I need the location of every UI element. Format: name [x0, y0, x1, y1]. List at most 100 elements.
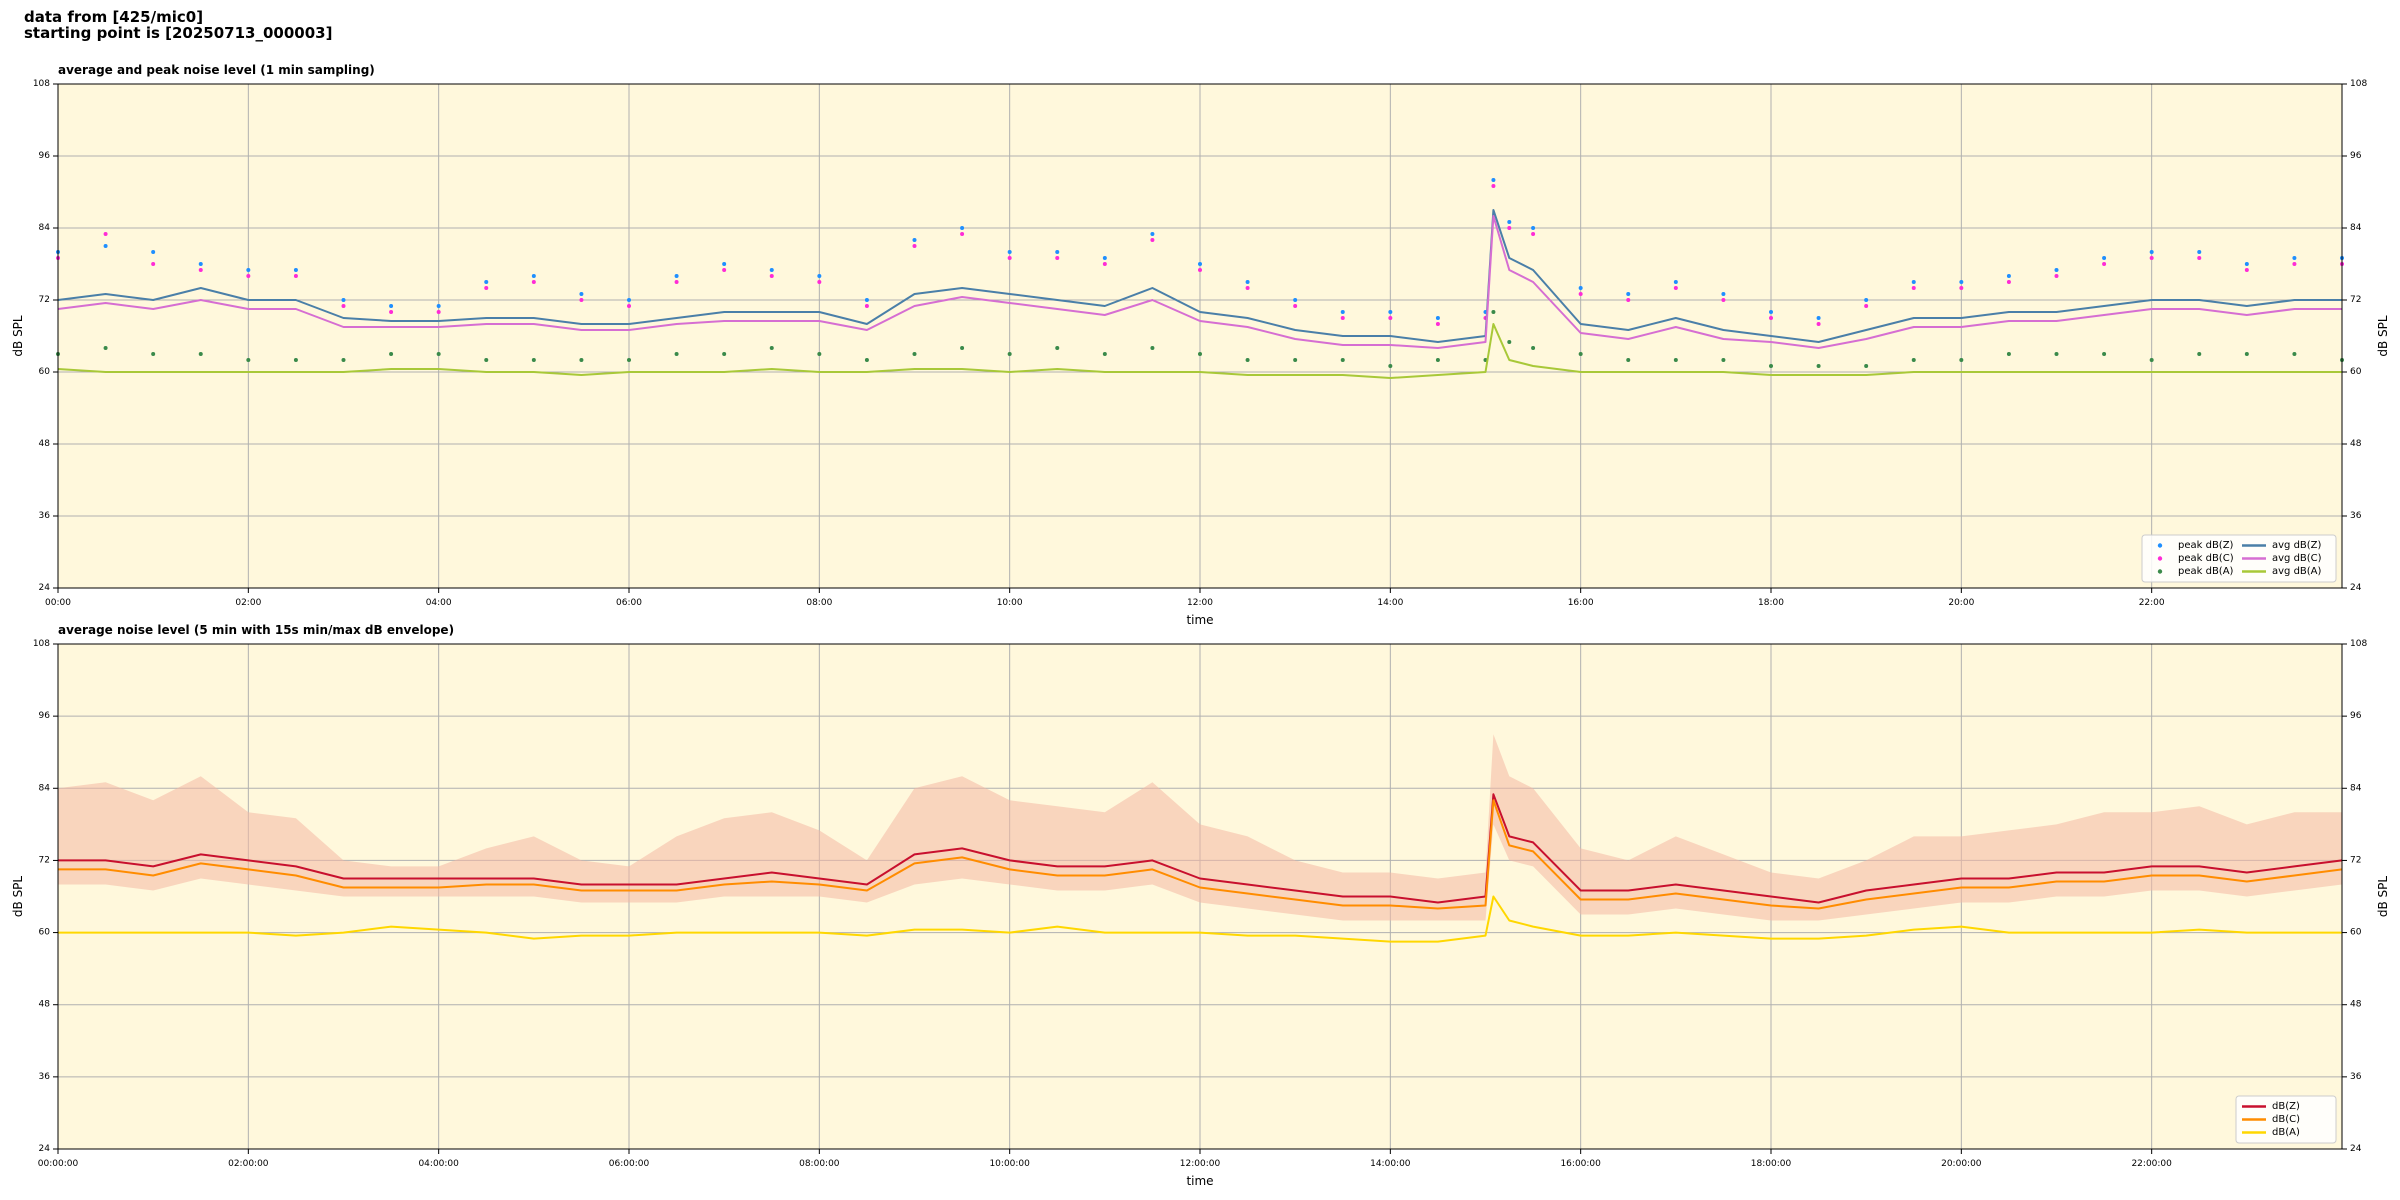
peak-marker — [1055, 250, 1060, 254]
peak-marker — [198, 352, 203, 356]
x-tick-label: 22:00:00 — [2131, 1159, 2172, 1169]
peak-marker — [1150, 346, 1155, 350]
legend-label: peak dB(Z) — [2178, 540, 2234, 551]
peak-marker — [674, 280, 679, 284]
peak-marker — [864, 358, 869, 362]
series-line — [58, 799, 2343, 910]
y-tick-label: 72 — [39, 295, 50, 305]
y-tick-label: 24 — [39, 1144, 51, 1154]
peak-marker — [1721, 358, 1726, 362]
peak-marker — [2197, 352, 2202, 356]
legend-label: dB(C) — [2272, 1114, 2300, 1125]
peak-marker — [2149, 358, 2154, 362]
y-tick-label: 84 — [39, 223, 51, 233]
y-tick-label: 36 — [39, 511, 51, 521]
legend-marker — [2157, 556, 2163, 561]
x-tick-label: 02:00 — [235, 598, 261, 608]
peak-marker — [1531, 226, 1536, 230]
x-tick-label: 10:00 — [997, 598, 1023, 608]
peak-marker — [1911, 280, 1916, 284]
series-line — [57, 323, 2342, 379]
peak-marker — [1340, 358, 1345, 362]
y-tick-label: 48 — [39, 1000, 51, 1010]
peak-marker — [722, 352, 727, 356]
peak-marker — [1721, 292, 1726, 296]
peak-marker — [627, 358, 631, 362]
peak-marker — [1626, 298, 1631, 302]
x-tick-label: 12:00 — [1187, 598, 1213, 608]
legend-box — [2141, 534, 2337, 583]
peak-marker — [1435, 322, 1440, 326]
peak-marker — [1293, 304, 1298, 308]
peak-marker — [817, 352, 822, 356]
peak-marker — [1959, 280, 1964, 284]
legend-label: avg dB(Z) — [2272, 540, 2322, 551]
peak-marker — [769, 274, 774, 278]
peak-marker — [341, 298, 346, 302]
y2-tick-label: 60 — [2350, 928, 2362, 938]
peak-marker — [1055, 346, 1060, 350]
x-tick-label: 08:00:00 — [799, 1159, 840, 1169]
peak-marker — [389, 304, 394, 308]
y-tick-label: 36 — [39, 1072, 51, 1082]
x-tick-label: 14:00:00 — [1370, 1159, 1411, 1169]
x-tick-label: 16:00 — [1568, 598, 1594, 608]
y2-tick-label: 96 — [2350, 711, 2362, 721]
y2-tick-label: 24 — [2350, 1144, 2362, 1154]
series-line — [58, 793, 2343, 904]
peak-marker — [103, 232, 108, 236]
peak-marker — [912, 238, 917, 242]
peak-marker — [1491, 178, 1496, 182]
peak-marker — [389, 310, 394, 314]
x-tick-label: 18:00:00 — [1751, 1159, 1792, 1169]
x-tick-label: 04:00:00 — [418, 1159, 459, 1169]
peak-marker — [1435, 358, 1440, 362]
peak-marker — [1959, 358, 1964, 362]
peak-marker — [769, 268, 774, 272]
x-tick-label: 10:00:00 — [989, 1159, 1030, 1169]
peak-marker — [2197, 256, 2202, 260]
legend-label: dB(Z) — [2272, 1101, 2300, 1112]
x-tick-label: 00:00:00 — [38, 1159, 79, 1169]
peak-marker — [531, 358, 536, 362]
plot-frame — [57, 83, 2343, 589]
peak-marker — [1673, 358, 1678, 362]
peak-marker — [2054, 274, 2059, 278]
y-tick-label: 60 — [39, 928, 51, 938]
peak-marker — [1245, 286, 1250, 290]
y2-tick-label: 36 — [2350, 1072, 2362, 1082]
peak-marker — [1102, 256, 1107, 260]
series-line — [58, 895, 2342, 943]
x-axis-label: time — [1186, 613, 1213, 627]
peak-marker — [627, 304, 631, 308]
peak-marker — [2006, 352, 2011, 356]
peak-marker — [722, 268, 727, 272]
peak-marker — [1507, 226, 1512, 230]
peak-marker — [1150, 238, 1155, 242]
peak-marker — [1435, 316, 1440, 320]
peak-marker — [293, 268, 298, 272]
y-tick-label: 96 — [39, 711, 51, 721]
x-tick-label: 20:00 — [1948, 598, 1974, 608]
header-line: starting point is [20250713_000003] — [24, 24, 332, 42]
peak-marker — [960, 346, 965, 350]
legend-label: peak dB(C) — [2178, 553, 2234, 564]
peak-marker — [1102, 262, 1107, 266]
peak-marker — [579, 358, 584, 362]
peak-marker — [1340, 316, 1345, 320]
peak-marker — [912, 244, 917, 248]
x-tick-label: 18:00 — [1758, 598, 1784, 608]
peak-marker — [1150, 232, 1155, 236]
legend-label: avg dB(C) — [2272, 553, 2322, 564]
peak-marker — [1198, 352, 1202, 356]
peak-marker — [1864, 298, 1869, 302]
peak-marker — [2292, 262, 2297, 266]
peak-marker — [627, 298, 631, 302]
y2-tick-label: 72 — [2350, 295, 2361, 305]
peak-marker — [389, 352, 394, 356]
peak-marker — [2244, 268, 2249, 272]
x-tick-label: 22:00 — [2139, 598, 2165, 608]
peak-marker — [674, 352, 679, 356]
peak-marker — [2006, 280, 2011, 284]
